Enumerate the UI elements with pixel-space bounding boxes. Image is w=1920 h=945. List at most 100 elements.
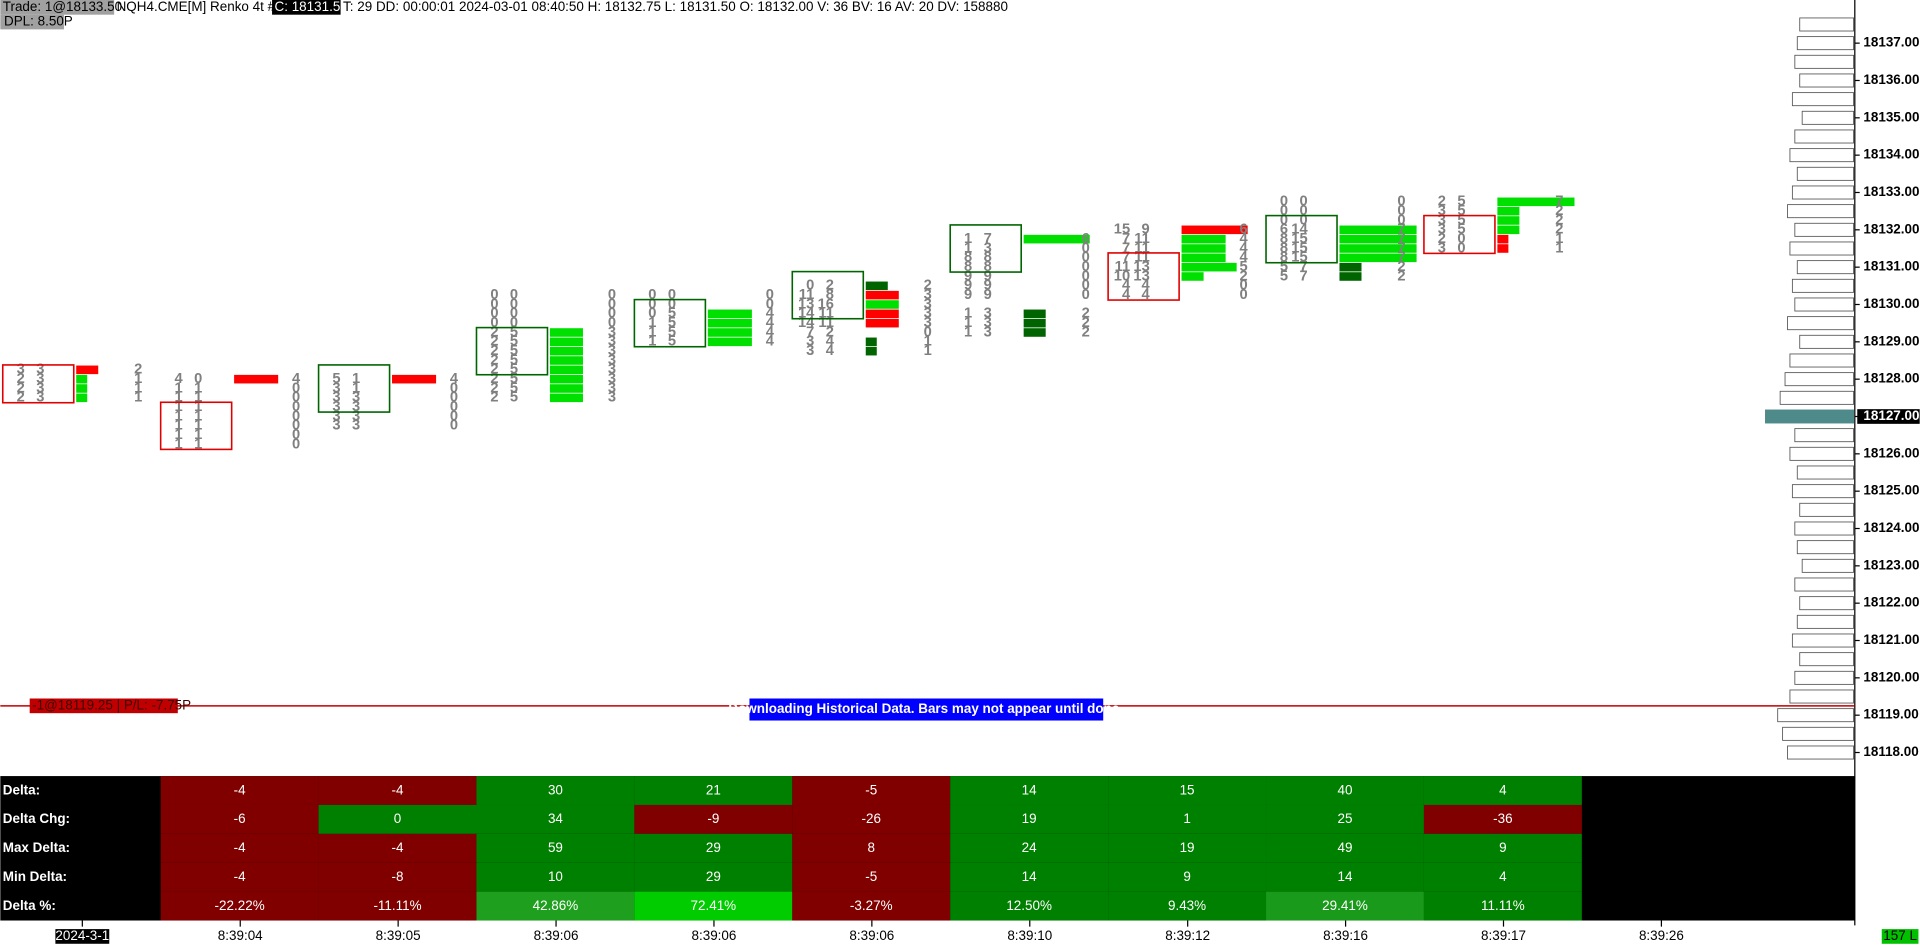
ask-volume: 7 — [1299, 259, 1307, 275]
table-cell — [318, 804, 477, 834]
order-label: -1@18119.25 | P/L: -7.75P — [32, 697, 191, 712]
row-volume: 6 — [1239, 222, 1247, 238]
profile-bar — [1796, 36, 1855, 51]
bid-volume: 1 — [175, 436, 183, 452]
volume-bar — [1339, 272, 1362, 281]
y-tick-label: 18120.00 — [1863, 669, 1919, 684]
table-cell — [1423, 862, 1582, 892]
corner-bg — [1881, 929, 1919, 944]
volume-bar — [865, 337, 877, 347]
volume-bar — [1497, 216, 1520, 225]
y-tick-label: 18121.00 — [1863, 632, 1919, 647]
ask-volume: 5 — [510, 352, 518, 368]
table-value: 40 — [1337, 782, 1352, 797]
table-value: 59 — [548, 840, 563, 855]
row-volume: 0 — [1239, 278, 1247, 294]
ask-volume: 5 — [510, 371, 518, 387]
ask-volume: 1 — [352, 380, 360, 396]
profile-bar — [1794, 670, 1855, 685]
order-label-bg — [29, 698, 178, 714]
ask-volume: 0 — [510, 287, 518, 303]
bid-volume: 3 — [332, 399, 340, 415]
table-cell — [1266, 891, 1424, 921]
ask-volume: 3 — [984, 324, 992, 340]
profile-bar — [1784, 372, 1855, 387]
row-volume: 0 — [292, 399, 300, 415]
bid-volume: 3 — [806, 334, 814, 350]
bid-volume: 3 — [1438, 212, 1446, 228]
row-volume: 2 — [924, 278, 932, 294]
dpl-bg — [0, 14, 64, 30]
table-value: -26 — [862, 811, 881, 826]
ask-volume: 1 — [352, 371, 360, 387]
corner-label: 157 L — [1883, 928, 1917, 943]
row-volume: 0 — [292, 408, 300, 424]
bid-volume: 3 — [17, 362, 25, 378]
volume-bar — [549, 346, 583, 356]
bid-volume: 15 — [1114, 222, 1130, 238]
ask-volume: 8 — [984, 250, 992, 266]
row-volume: 4 — [292, 371, 301, 387]
table-value: 14 — [1022, 782, 1037, 797]
row-volume: 3 — [608, 352, 616, 368]
row-volume: 0 — [450, 380, 458, 396]
table-cell — [634, 862, 793, 892]
table-cell — [318, 891, 477, 921]
bid-volume: 1 — [964, 315, 972, 331]
y-tick-label: 18136.00 — [1863, 72, 1919, 87]
y-tick-label: 18125.00 — [1863, 483, 1919, 498]
renko-box — [633, 298, 707, 348]
bid-volume: 8 — [964, 250, 972, 266]
table-value: -4 — [392, 782, 404, 797]
ask-volume: 5 — [1457, 203, 1465, 219]
row-volume: 0 — [1397, 194, 1405, 210]
row-volume: 2 — [1397, 268, 1405, 284]
volume-bar — [1023, 309, 1046, 319]
row-volume: 4 — [766, 324, 775, 340]
volume-bar — [1181, 234, 1226, 244]
stats-label: T: 29 DD: 00:00:01 2024-03-01 08:40:50 H… — [343, 0, 1008, 14]
ask-volume: 0 — [510, 296, 518, 312]
profile-bar — [1789, 353, 1855, 368]
table-value: 29 — [706, 840, 721, 855]
y-tick-label: 18123.00 — [1863, 557, 1919, 572]
bid-volume: 0 — [806, 278, 814, 294]
row-volume: 3 — [924, 296, 932, 312]
volume-bar — [1497, 244, 1509, 253]
row-volume: 2 — [1082, 306, 1090, 322]
symbol-label: NQH4.CME[M] Renko 4t #4 — [117, 0, 283, 14]
row-volume: 2 — [1555, 222, 1563, 238]
table-cell — [318, 862, 477, 892]
volume-bar — [1181, 253, 1226, 263]
bid-volume: 1 — [648, 324, 656, 340]
row-volume: 0 — [1082, 250, 1090, 266]
bid-volume: 0 — [490, 287, 498, 303]
profile-bar — [1799, 596, 1855, 611]
row-volume: 0 — [450, 418, 458, 434]
row-volume: 1 — [134, 380, 142, 396]
table-cell — [950, 776, 1109, 805]
ask-volume: 13 — [1133, 259, 1149, 275]
row-volume: 2 — [1082, 324, 1090, 340]
volume-bar — [392, 374, 437, 384]
profile-bar — [1801, 110, 1855, 125]
profile-bar — [1789, 148, 1855, 163]
bid-volume: 0 — [490, 306, 498, 322]
volume-bar — [1181, 244, 1226, 253]
ask-volume: 7 — [1299, 268, 1307, 284]
volume-bar — [549, 384, 583, 393]
profile-bar — [1791, 185, 1855, 200]
table-value: 10 — [548, 869, 563, 884]
row-volume: 0 — [1397, 212, 1405, 228]
bid-volume: 3 — [806, 343, 814, 359]
volume-bar — [76, 374, 88, 384]
renko-box — [475, 326, 549, 376]
row-volume: 0 — [1082, 240, 1090, 256]
table-cell — [1108, 891, 1267, 921]
row-volume: 0 — [292, 427, 300, 443]
ask-volume: 1 — [194, 399, 202, 415]
volume-bar — [1497, 206, 1520, 216]
volume-bar — [1339, 244, 1417, 253]
